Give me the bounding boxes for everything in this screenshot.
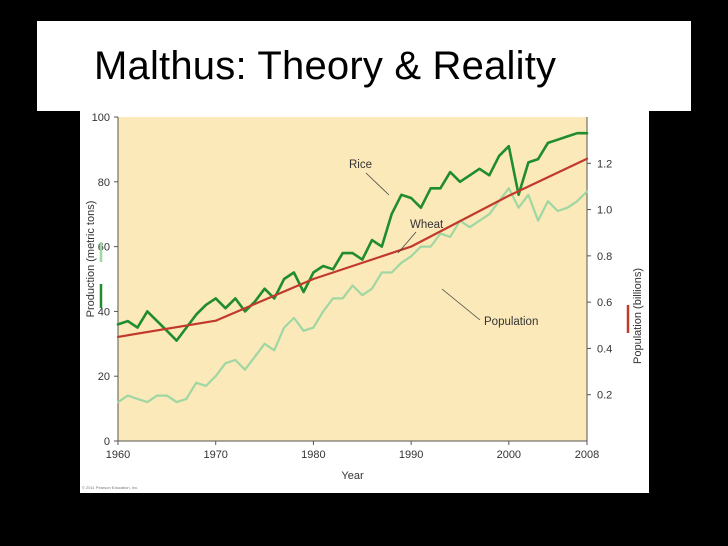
y-tick-label: 0 bbox=[104, 436, 110, 448]
rice-annotation: Rice bbox=[349, 159, 372, 171]
plot-area bbox=[118, 117, 587, 441]
wheat-leader-line bbox=[397, 231, 417, 254]
y2-tick-label: 1.2 bbox=[597, 158, 612, 170]
x-tick-label: 2000 bbox=[497, 449, 521, 461]
slide-title: Malthus: Theory & Reality bbox=[94, 44, 557, 88]
wheat-annotation: Wheat bbox=[410, 219, 444, 231]
y2-tick-label: 0.6 bbox=[597, 297, 612, 309]
x-tick-label: 2008 bbox=[575, 449, 599, 461]
population-line bbox=[116, 157, 589, 338]
y2-tick-label: 0.8 bbox=[597, 251, 612, 263]
y-tick-label: 100 bbox=[92, 112, 110, 124]
axes: 1960 1970 1980 1990 2000 2008 0 20 40 60 80 100 0.2 0… bbox=[92, 112, 613, 461]
x-tick-label: 1980 bbox=[301, 449, 325, 461]
x-tick-label: 1970 bbox=[203, 449, 227, 461]
y2-tick-label: 0.4 bbox=[597, 343, 612, 355]
population-leader-line bbox=[441, 288, 481, 321]
population-annotation: Population bbox=[484, 316, 538, 328]
series-lines bbox=[116, 131, 589, 404]
y2-tick-label: 1.0 bbox=[597, 205, 612, 217]
y-tick-label: 80 bbox=[98, 177, 110, 189]
copyright-credit: © 2011 Pearson Education, Inc. bbox=[82, 485, 138, 490]
rice-leader-line bbox=[365, 172, 390, 196]
y2-tick-label: 0.2 bbox=[597, 390, 612, 402]
x-axis-label: Year bbox=[341, 470, 364, 482]
x-tick-label: 1990 bbox=[399, 449, 423, 461]
y2-axis-label: Population (billions) bbox=[632, 268, 644, 364]
rice-line bbox=[116, 131, 589, 342]
title-box bbox=[37, 21, 691, 111]
wheat-line bbox=[116, 187, 589, 404]
y-tick-label: 40 bbox=[98, 306, 110, 318]
y-axis-label: Production (metric tons) bbox=[85, 201, 97, 318]
chart-labels: Year Production (metric tons) Population (… bbox=[85, 159, 644, 482]
x-tick-label: 1960 bbox=[106, 449, 130, 461]
figure-panel: 1960 1970 1980 1990 2000 2008 0 20 40 60 80 100 0.2 0… bbox=[80, 111, 649, 493]
y-tick-label: 20 bbox=[98, 371, 110, 383]
line-chart: 1960 1970 1980 1990 2000 2008 0 20 40 60 80 100 0.2 0… bbox=[82, 112, 644, 490]
y-tick-label: 60 bbox=[98, 242, 110, 254]
